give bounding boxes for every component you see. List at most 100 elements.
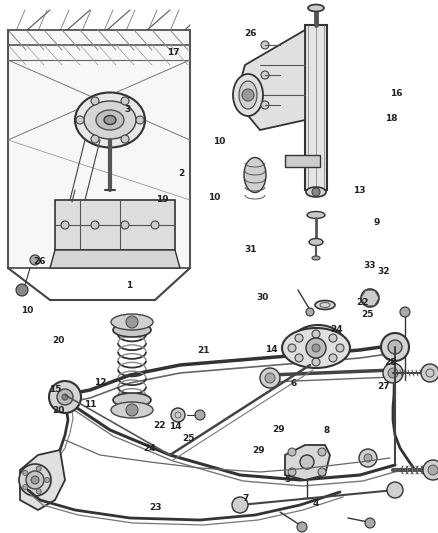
Polygon shape	[50, 250, 180, 268]
Ellipse shape	[244, 157, 266, 192]
Circle shape	[302, 333, 308, 339]
Circle shape	[260, 368, 280, 388]
Ellipse shape	[306, 187, 326, 197]
Circle shape	[91, 135, 99, 143]
Circle shape	[57, 389, 73, 405]
Text: 29: 29	[272, 425, 285, 433]
Circle shape	[30, 255, 40, 265]
Circle shape	[62, 394, 68, 400]
Circle shape	[302, 351, 308, 357]
Text: 19: 19	[156, 196, 168, 204]
Text: 8: 8	[323, 426, 329, 435]
Circle shape	[318, 468, 326, 476]
Ellipse shape	[113, 323, 151, 337]
Ellipse shape	[233, 74, 263, 116]
Ellipse shape	[282, 328, 350, 368]
Circle shape	[232, 497, 248, 513]
Text: 24: 24	[330, 325, 343, 334]
Circle shape	[295, 354, 303, 362]
Circle shape	[300, 455, 314, 469]
Text: 28: 28	[385, 358, 397, 367]
Text: 26: 26	[245, 29, 257, 37]
Circle shape	[361, 289, 379, 307]
Circle shape	[312, 188, 320, 196]
Circle shape	[383, 363, 403, 383]
Bar	[285, 155, 320, 167]
Circle shape	[23, 471, 28, 475]
Bar	[55, 200, 175, 250]
Circle shape	[318, 448, 326, 456]
Circle shape	[315, 329, 321, 335]
Circle shape	[121, 97, 129, 105]
Circle shape	[61, 221, 69, 229]
Circle shape	[336, 344, 344, 352]
Polygon shape	[285, 445, 330, 480]
Text: 9: 9	[374, 219, 380, 227]
Ellipse shape	[290, 325, 346, 365]
Text: 5: 5	[284, 475, 290, 484]
Circle shape	[195, 410, 205, 420]
Text: 22: 22	[154, 421, 166, 430]
Text: 12: 12	[94, 378, 106, 387]
Text: 7: 7	[242, 494, 248, 503]
Circle shape	[400, 307, 410, 317]
Text: 20: 20	[52, 336, 64, 344]
Text: 3: 3	[124, 105, 130, 114]
Text: 15: 15	[49, 385, 61, 393]
Circle shape	[49, 381, 81, 413]
Text: 18: 18	[385, 114, 397, 123]
Text: 32: 32	[377, 268, 389, 276]
Circle shape	[261, 101, 269, 109]
Circle shape	[45, 478, 49, 482]
Circle shape	[126, 316, 138, 328]
Circle shape	[388, 368, 398, 378]
Polygon shape	[20, 450, 65, 510]
Text: 24: 24	[144, 445, 156, 453]
Text: 20: 20	[52, 406, 64, 415]
Circle shape	[261, 41, 269, 49]
Circle shape	[31, 476, 39, 484]
Circle shape	[312, 344, 320, 352]
Text: 17: 17	[167, 48, 179, 56]
Ellipse shape	[239, 81, 257, 109]
Text: 25: 25	[362, 310, 374, 319]
Text: 21: 21	[198, 346, 210, 355]
Text: 6: 6	[290, 379, 297, 388]
Circle shape	[265, 373, 275, 383]
Circle shape	[381, 333, 409, 361]
Circle shape	[329, 354, 337, 362]
Circle shape	[19, 464, 51, 496]
Text: 27: 27	[377, 382, 389, 391]
Circle shape	[36, 489, 41, 494]
Text: 14: 14	[265, 345, 278, 353]
Text: 33: 33	[364, 261, 376, 270]
Circle shape	[365, 518, 375, 528]
Text: 26: 26	[33, 257, 46, 265]
Text: 10: 10	[21, 306, 33, 314]
Circle shape	[328, 351, 334, 357]
Text: 10: 10	[208, 193, 221, 201]
Text: 13: 13	[353, 187, 365, 195]
Circle shape	[328, 333, 334, 339]
Ellipse shape	[312, 256, 320, 260]
Circle shape	[288, 448, 296, 456]
Circle shape	[428, 465, 438, 475]
Text: 14: 14	[169, 422, 181, 431]
Circle shape	[297, 522, 307, 532]
Ellipse shape	[84, 101, 136, 139]
Circle shape	[23, 484, 28, 489]
Circle shape	[91, 221, 99, 229]
Circle shape	[329, 334, 337, 342]
Circle shape	[126, 404, 138, 416]
Bar	[305, 25, 327, 190]
Text: 31: 31	[244, 245, 257, 254]
Polygon shape	[235, 30, 305, 130]
Text: 11: 11	[84, 400, 96, 408]
Circle shape	[315, 355, 321, 361]
Ellipse shape	[315, 301, 335, 310]
Circle shape	[306, 338, 326, 358]
Circle shape	[295, 334, 303, 342]
Ellipse shape	[309, 238, 323, 246]
Ellipse shape	[308, 4, 324, 12]
Circle shape	[288, 344, 296, 352]
